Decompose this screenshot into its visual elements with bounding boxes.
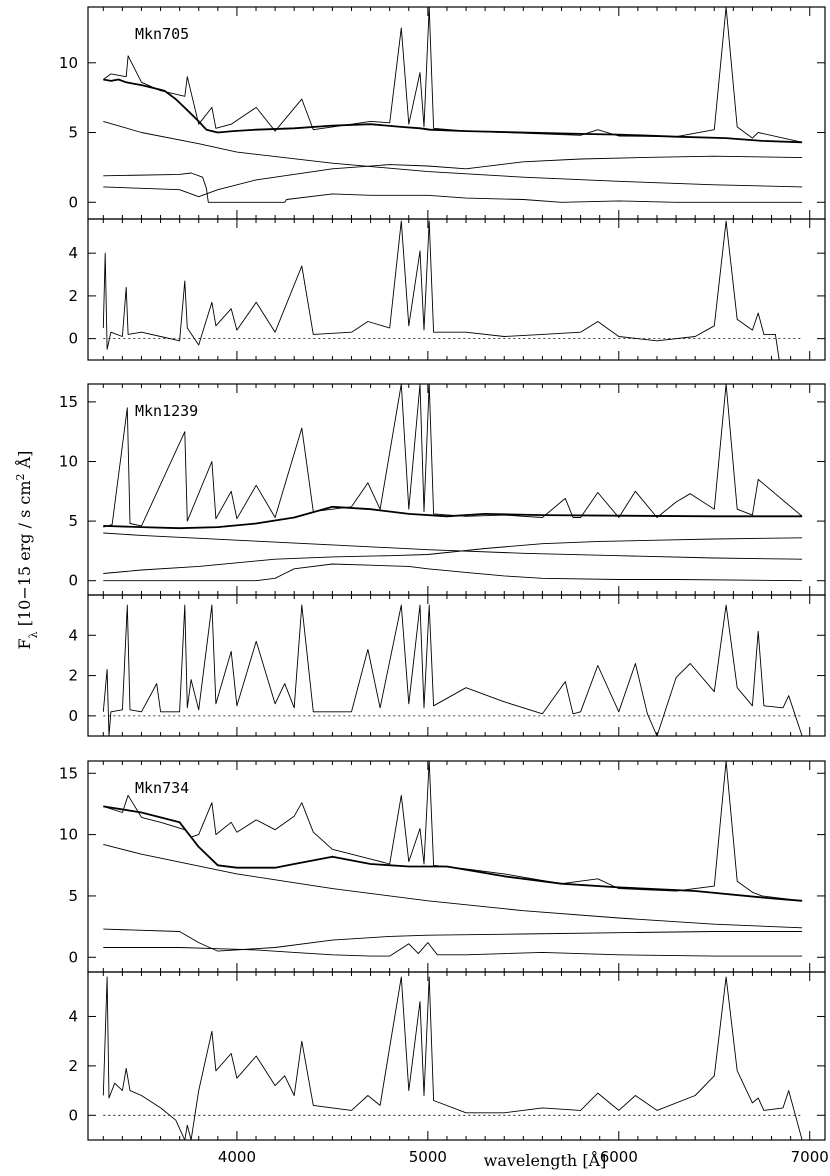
panel-mkn734-residual: 0 2 4 [68, 971, 826, 1141]
y-tick-label: 4 [68, 244, 78, 262]
y-tick-label: 0 [68, 572, 78, 590]
series-line-1 [103, 505, 803, 530]
object-label: Mkn1239 [135, 402, 198, 420]
series-group [103, 761, 803, 957]
x-axis-title: wavelength [Å] [484, 1150, 607, 1170]
x-tick-label: 4000 [218, 1148, 256, 1166]
y-tick-label: 5 [68, 887, 78, 905]
series-line-1 [102, 604, 803, 736]
y-tick-label: 5 [68, 124, 78, 142]
series-line-2 [103, 761, 803, 902]
series-line-3 [103, 843, 803, 929]
series-line-1 [102, 220, 803, 360]
object-label: Mkn705 [135, 25, 189, 43]
y-tick-label: 0 [68, 948, 78, 966]
y-tick-label: 10 [59, 54, 78, 72]
panel-frame [87, 218, 826, 361]
series-group [102, 220, 803, 360]
y-tick-label: 5 [68, 512, 78, 530]
y-tick-label: 15 [59, 764, 78, 782]
series-group [103, 7, 803, 203]
series-line-5 [103, 563, 803, 582]
series-group [103, 384, 803, 582]
series-line-2 [103, 7, 803, 143]
panel-mkn1239-spectrum: 0 5 10 15 Mkn1239 [59, 383, 826, 596]
panel-frame [87, 760, 826, 973]
y-tick-label: 4 [68, 1007, 78, 1025]
object-label: Mkn734 [135, 779, 189, 797]
panel-mkn1239-residual: 0 2 4 [68, 594, 826, 737]
y-tick-label: 2 [68, 287, 78, 305]
series-line-3 [103, 532, 803, 560]
y-tick-label: 4 [68, 626, 78, 644]
series-group [102, 976, 803, 1140]
y-tick-label: 2 [68, 1057, 78, 1075]
panel-frame [87, 6, 826, 220]
x-tick-label: 5000 [409, 1148, 447, 1166]
series-group [102, 604, 803, 736]
y-tick-label: 2 [68, 667, 78, 685]
panel-mkn705-spectrum: 0 5 10 Mkn705 [59, 6, 826, 220]
panel-frame [87, 594, 826, 737]
y-tick-label: 0 [68, 1106, 78, 1124]
series-line-1 [103, 805, 803, 902]
panel-mkn734-spectrum: 0 5 10 15 Mkn734 [59, 760, 826, 973]
y-tick-label: 10 [59, 826, 78, 844]
series-line-4 [103, 537, 803, 574]
series-line-4 [103, 155, 803, 198]
series-line-2 [103, 384, 803, 528]
y-tick-label: 0 [68, 193, 78, 211]
x-tick-label: 6000 [600, 1148, 638, 1166]
y-tick-label: 0 [68, 330, 78, 348]
panel-frame [87, 383, 826, 596]
series-line-5 [103, 172, 803, 203]
series-line-5 [103, 942, 803, 957]
panel-mkn705-residual: 0 2 4 [68, 218, 826, 361]
y-tick-label: 0 [68, 707, 78, 725]
series-line-3 [103, 120, 803, 188]
y-tick-label: 15 [59, 393, 78, 411]
series-line-4 [103, 928, 803, 952]
x-axis-ticks: 4000 5000 6000 7000 [218, 1148, 829, 1166]
panel-frame [87, 971, 826, 1141]
series-line-1 [102, 976, 803, 1140]
series-line-1 [103, 78, 803, 144]
y-axis-title: Fλ [10−15 erg / s cm2 Å] [14, 451, 40, 650]
y-tick-label: 10 [59, 452, 78, 470]
x-tick-label: 7000 [791, 1148, 829, 1166]
panels-group: 0 5 10 Mkn705 0 2 4 0 5 10 15 Mkn1239 0 2 4 0 5 10 15 Mkn73… [59, 6, 826, 1141]
